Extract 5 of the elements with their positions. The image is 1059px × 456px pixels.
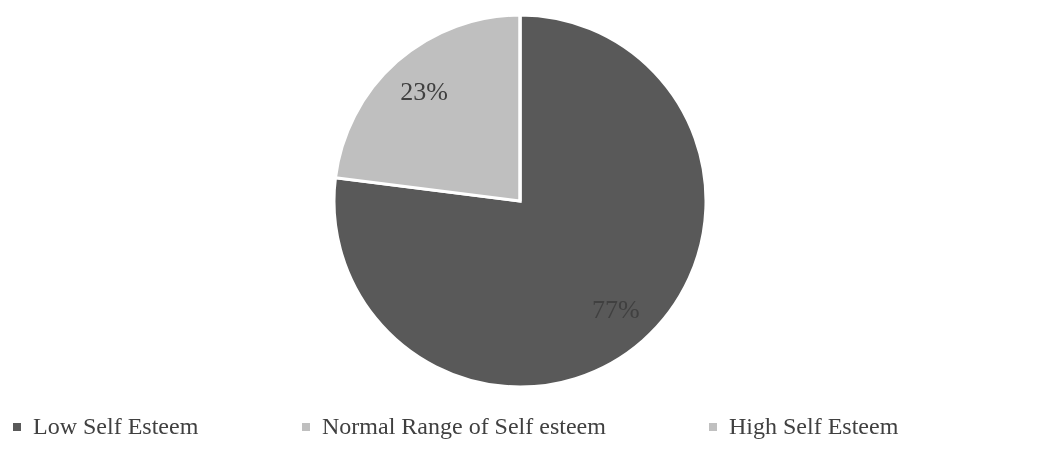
data-label: 23% bbox=[400, 77, 448, 107]
legend-label: High Self Esteem bbox=[729, 413, 899, 439]
legend-label: Normal Range of Self esteem bbox=[322, 413, 607, 439]
pie-slice bbox=[332, 13, 708, 389]
legend-label: Low Self Esteem bbox=[33, 413, 199, 439]
